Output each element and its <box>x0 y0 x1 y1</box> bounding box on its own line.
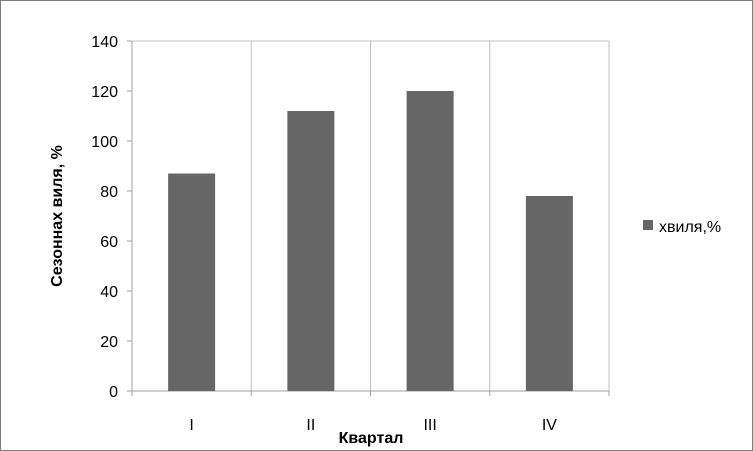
x-axis-title: Квартал <box>339 430 404 447</box>
x-tick-label: III <box>423 417 436 434</box>
y-tick-labels: 0 20 40 60 80 100 120 140 <box>91 34 118 401</box>
y-tick-label: 80 <box>100 184 118 201</box>
y-tick-label: 20 <box>100 334 118 351</box>
y-tick-label: 40 <box>100 284 118 301</box>
legend-label: хвиля,% <box>659 219 721 236</box>
x-tick-label: II <box>306 417 315 434</box>
y-tick-label: 0 <box>109 384 118 401</box>
bar-II <box>287 111 335 391</box>
bar-IV <box>525 196 573 391</box>
bar-III <box>406 91 454 391</box>
y-tick-label: 100 <box>91 134 118 151</box>
y-tick-label: 120 <box>91 84 118 101</box>
x-tick-label: IV <box>542 417 557 434</box>
y-axis-title: Сезоннах виля, % <box>49 145 66 287</box>
bars <box>168 91 573 391</box>
legend-swatch <box>643 220 653 230</box>
x-tick-label: I <box>189 417 193 434</box>
y-tick-label: 140 <box>91 34 118 51</box>
y-tick-label: 60 <box>100 234 118 251</box>
x-tick-labels: I II III IV <box>189 417 557 434</box>
legend: хвиля,% <box>643 219 721 236</box>
bar-I <box>168 173 216 391</box>
